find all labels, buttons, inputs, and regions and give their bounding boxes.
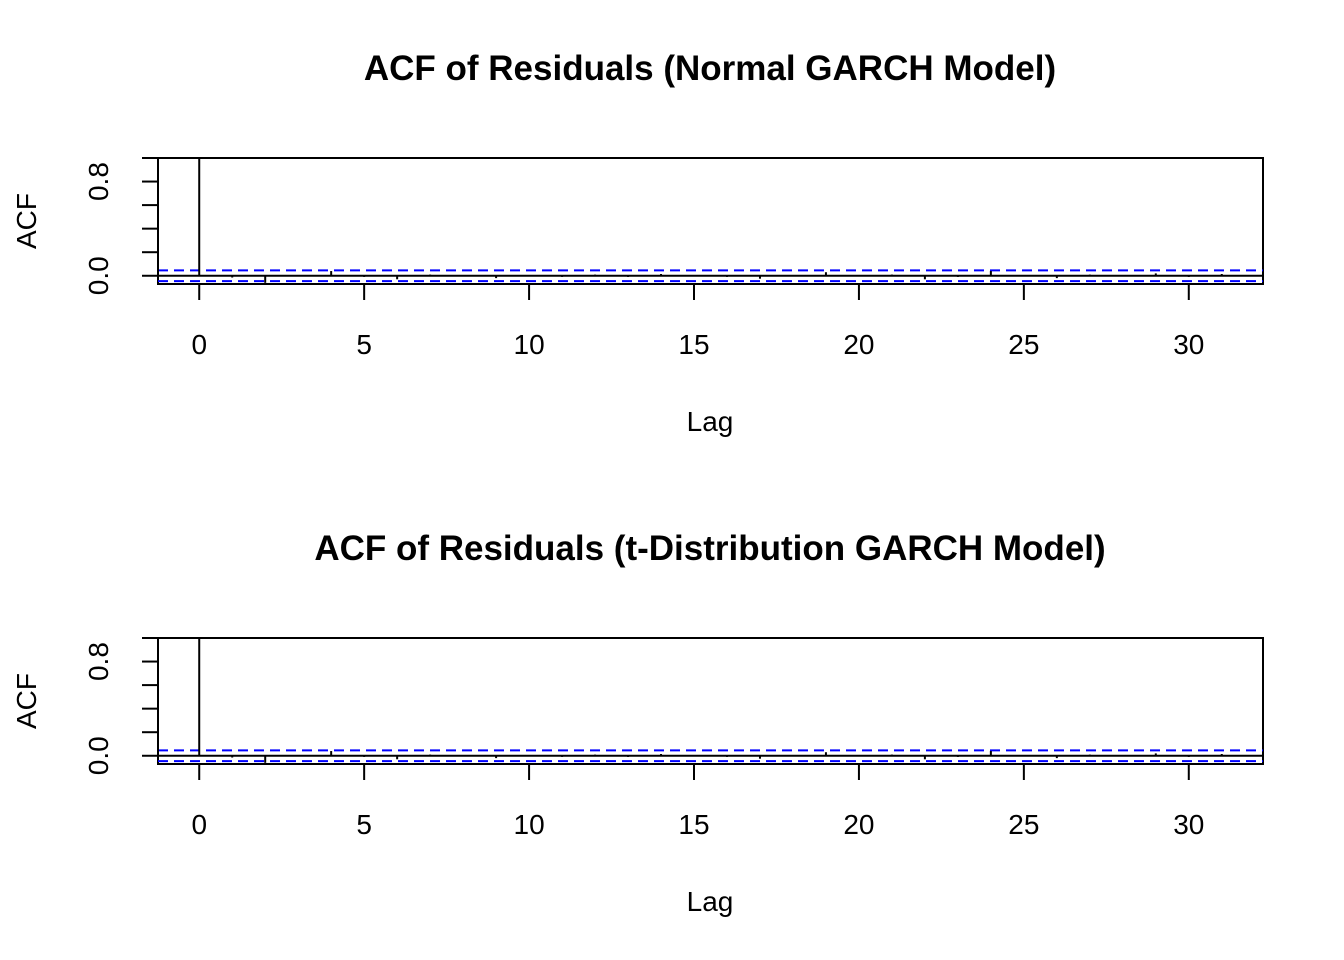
x-tick-label: 20 <box>843 329 874 360</box>
chart-title: ACF of Residuals (Normal GARCH Model) <box>364 49 1056 88</box>
x-tick-label: 10 <box>514 809 545 840</box>
acf-panel-normal: ACF of Residuals (Normal GARCH Model) 0 5… <box>11 49 1264 437</box>
x-tick-label: 25 <box>1008 809 1039 840</box>
x-tick-label: 15 <box>678 809 709 840</box>
x-tick-label: 20 <box>843 809 874 840</box>
x-tick-label: 10 <box>514 329 545 360</box>
plot-marks: 0 5 10 15 20 25 30 0.0 0.8 <box>83 637 1263 840</box>
x-tick-label: 5 <box>356 809 372 840</box>
plot-marks: 0 5 10 15 20 25 30 0.0 0.8 <box>83 157 1263 360</box>
acf-panel-t-distribution: ACF of Residuals (t-Distribution GARCH M… <box>11 529 1264 917</box>
x-tick-label: 5 <box>356 329 372 360</box>
x-tick-label: 25 <box>1008 329 1039 360</box>
x-tick-label: 30 <box>1173 329 1204 360</box>
x-axis-label: Lag <box>687 886 734 917</box>
y-tick-label: 0.0 <box>83 256 114 295</box>
y-axis-label: ACF <box>11 193 42 249</box>
y-tick-label: 0.8 <box>83 162 114 201</box>
x-tick-label: 0 <box>191 809 207 840</box>
x-tick-label: 0 <box>191 329 207 360</box>
y-tick-label: 0.8 <box>83 642 114 681</box>
y-axis-label: ACF <box>11 673 42 729</box>
y-tick-label: 0.0 <box>83 736 114 775</box>
x-axis-label: Lag <box>687 406 734 437</box>
x-tick-label: 30 <box>1173 809 1204 840</box>
chart-title: ACF of Residuals (t-Distribution GARCH M… <box>314 529 1105 568</box>
x-tick-label: 15 <box>678 329 709 360</box>
